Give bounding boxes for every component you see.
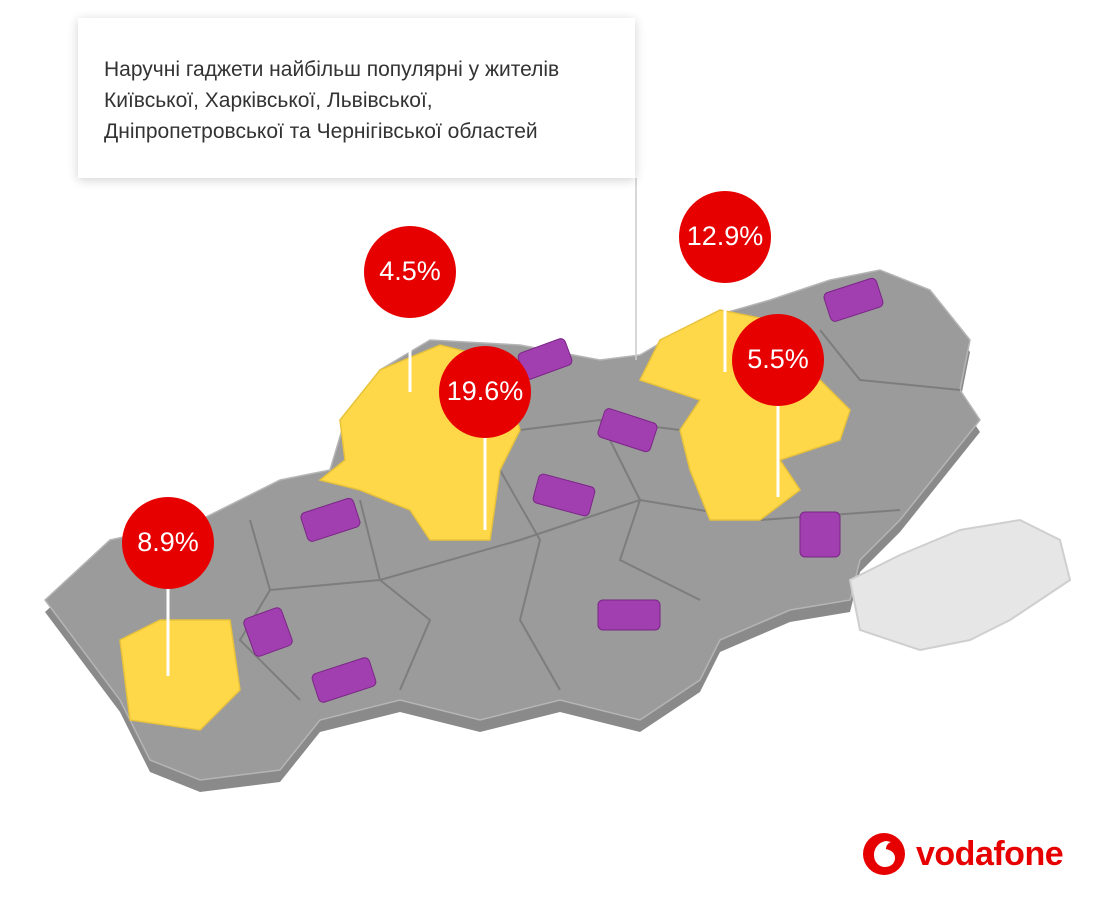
caption-line: Київської, Харківської, Львівської, xyxy=(104,89,433,112)
markers xyxy=(122,191,824,589)
brand-logo xyxy=(863,833,905,875)
brand-name: vodafone xyxy=(916,834,1064,873)
marker-label: 4.5% xyxy=(379,256,441,286)
crimea xyxy=(848,518,1072,652)
marker-label: 19.6% xyxy=(447,376,524,406)
marker-label: 12.9% xyxy=(687,221,764,251)
marker-label: 5.5% xyxy=(747,344,809,374)
caption-box: Наручні гаджети найбільш популярні у жит… xyxy=(78,18,635,178)
marker-label: 8.9% xyxy=(137,527,199,557)
sofas xyxy=(243,277,884,703)
brand: vodafone xyxy=(862,832,1064,876)
caption-line: Дніпропетровської та Чернігівської облас… xyxy=(104,120,538,143)
caption-line: Наручні гаджети найбільш популярні у жит… xyxy=(104,58,560,81)
